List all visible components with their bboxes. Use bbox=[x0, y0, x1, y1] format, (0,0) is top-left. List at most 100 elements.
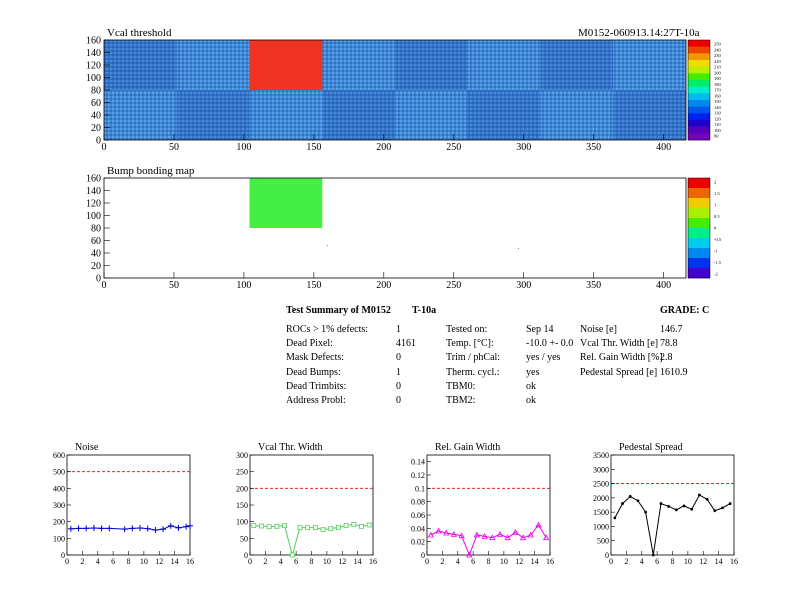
summary-label: Dead Bumps: bbox=[286, 366, 341, 378]
color-scale-band bbox=[688, 53, 710, 61]
x-tick-label: 4 bbox=[456, 557, 460, 566]
x-tick-label: 4 bbox=[279, 557, 283, 566]
y-tick-label: 150 bbox=[236, 501, 248, 510]
data-point bbox=[458, 532, 465, 539]
summary-label: Temp. [°C]: bbox=[446, 338, 494, 350]
color-scale-band bbox=[688, 46, 710, 54]
y-tick-label: 100 bbox=[236, 518, 248, 527]
color-scale-label: 0.5 bbox=[714, 214, 720, 219]
x-tick-label: 10 bbox=[500, 557, 508, 566]
color-scale-label: 240 bbox=[714, 47, 722, 52]
x-tick-label: 6 bbox=[655, 557, 659, 566]
x-tick-label: 200 bbox=[376, 280, 391, 291]
y-tick-label: 1500 bbox=[593, 508, 609, 517]
color-scale-label: -2 bbox=[714, 272, 718, 277]
color-scale-band bbox=[688, 188, 710, 199]
x-tick-label: 0 bbox=[248, 557, 252, 566]
roc-block bbox=[104, 40, 177, 90]
x-tick-label: 10 bbox=[323, 557, 331, 566]
data-point bbox=[274, 523, 280, 529]
roc-block bbox=[540, 40, 614, 90]
x-tick-label: 200 bbox=[376, 142, 391, 153]
plot-title: Pedestal Spread bbox=[619, 442, 683, 453]
data-point bbox=[427, 531, 435, 538]
color-scale-label: -0.5 bbox=[714, 237, 722, 242]
y-tick-label: 300 bbox=[53, 501, 65, 510]
color-scale-label: 210 bbox=[714, 65, 722, 70]
x-tick-label: 300 bbox=[516, 142, 531, 153]
plot-frame bbox=[249, 454, 374, 556]
data-point bbox=[328, 526, 334, 532]
roc-block bbox=[176, 40, 250, 90]
y-tick-label: 0 bbox=[421, 551, 425, 560]
data-point bbox=[297, 525, 303, 531]
x-tick-label: 0 bbox=[609, 557, 613, 566]
color-scale-band bbox=[688, 178, 710, 189]
y-tick-label: 400 bbox=[53, 484, 65, 493]
data-point bbox=[443, 529, 450, 536]
summary-label: Address Probl: bbox=[286, 395, 346, 406]
x-tick-label: 10 bbox=[140, 557, 148, 566]
roc-block bbox=[540, 90, 614, 140]
plot-frame bbox=[610, 454, 735, 556]
summary-value: yes bbox=[526, 366, 540, 378]
summary-value: 1610.9 bbox=[660, 366, 688, 378]
roc-block bbox=[322, 40, 395, 90]
series-line bbox=[253, 523, 370, 557]
color-scale-band bbox=[688, 248, 710, 259]
data-point bbox=[359, 523, 364, 529]
color-scale-band bbox=[688, 40, 710, 47]
y-tick-label: 160 bbox=[86, 36, 101, 47]
x-tick-label: 14 bbox=[531, 557, 539, 566]
data-point bbox=[535, 521, 542, 528]
x-tick-label: 350 bbox=[586, 280, 601, 291]
summary-label: Dead Pixel: bbox=[286, 338, 333, 350]
summary-value: -10.0 +- 0.0 bbox=[526, 338, 574, 350]
data-point bbox=[674, 508, 678, 512]
data-point bbox=[651, 553, 655, 557]
data-point bbox=[366, 522, 372, 528]
data-point bbox=[251, 523, 257, 529]
small-plot-pedestal-spread: Pedestal Spread 0 2 4 6 8 10 12 14 16 0 500 1000 1500… bbox=[593, 442, 738, 566]
y-tick-label: 250 bbox=[236, 468, 248, 477]
roc-block bbox=[613, 90, 686, 140]
plot-area bbox=[104, 178, 686, 278]
y-tick-label: 2000 bbox=[593, 494, 609, 503]
data-point bbox=[527, 531, 534, 538]
data-point bbox=[682, 504, 686, 508]
y-tick-label: 140 bbox=[86, 48, 101, 59]
roc-block bbox=[322, 90, 395, 140]
y-tick-label: 100 bbox=[86, 211, 101, 222]
series-line bbox=[614, 494, 731, 556]
roc-block bbox=[395, 90, 468, 140]
color-scale-label: 230 bbox=[714, 53, 722, 58]
bump-bonding-map: 0 50 100 150 200 250 300 350 4000204060801001201… bbox=[86, 174, 722, 292]
color-scale-band bbox=[688, 93, 710, 101]
color-scale-band bbox=[688, 60, 710, 67]
y-tick-label: 0 bbox=[61, 551, 65, 560]
color-scale-label: 190 bbox=[714, 76, 722, 81]
y-tick-label: 40 bbox=[91, 111, 101, 122]
color-scale-band bbox=[688, 198, 710, 209]
roc-block bbox=[395, 40, 468, 90]
summary-label: Rel. Gain Width [%] bbox=[580, 352, 663, 364]
color-scale-label: 160 bbox=[714, 93, 722, 98]
data-point bbox=[721, 506, 724, 510]
roc-block bbox=[467, 90, 541, 140]
x-tick-label: 150 bbox=[306, 142, 321, 153]
data-point bbox=[351, 521, 357, 527]
x-tick-label: 6 bbox=[111, 557, 115, 566]
roc-block bbox=[176, 90, 250, 140]
color-scale-band bbox=[688, 66, 710, 74]
x-tick-label: 400 bbox=[656, 142, 671, 153]
x-tick-label: 2 bbox=[263, 557, 267, 566]
y-tick-label: 60 bbox=[91, 236, 101, 247]
roc-block bbox=[467, 40, 541, 90]
x-tick-label: 0 bbox=[425, 557, 429, 566]
y-tick-label: 1000 bbox=[593, 522, 609, 531]
data-point bbox=[266, 524, 272, 530]
data-point bbox=[473, 531, 481, 538]
plot-title: Rel. Gain Width bbox=[435, 442, 500, 453]
